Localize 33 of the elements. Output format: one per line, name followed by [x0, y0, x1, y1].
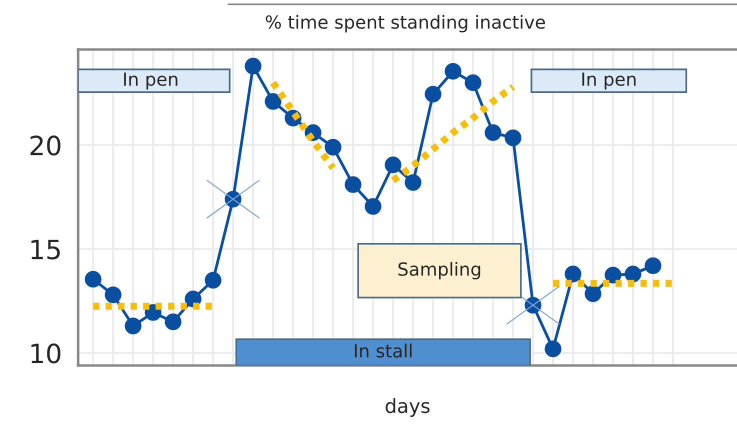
point [484, 124, 502, 141]
y-tick-label: 10 [31, 343, 60, 364]
point [104, 286, 122, 304]
point [384, 156, 402, 174]
point [244, 58, 262, 74]
y-tick-label: 20 [30, 136, 60, 156]
point [264, 93, 282, 110]
point [84, 270, 102, 288]
point [464, 74, 482, 92]
point [204, 272, 222, 289]
point [404, 174, 422, 191]
point [584, 285, 602, 302]
point [604, 266, 622, 284]
y-tick-label: 15 [31, 240, 60, 260]
point [424, 86, 442, 102]
point [504, 129, 522, 146]
annotation: Sampling [398, 262, 480, 280]
point [184, 290, 202, 308]
point [644, 257, 662, 274]
point [344, 176, 362, 193]
point [364, 198, 382, 215]
point [124, 318, 142, 334]
chart-title: % time spent standing inactive [266, 14, 545, 32]
point [324, 138, 342, 156]
point [564, 266, 582, 282]
point [624, 266, 642, 282]
point [544, 340, 562, 358]
annotation: In pen [124, 72, 178, 90]
annotation: In pen [582, 72, 636, 90]
point [444, 62, 462, 80]
point [164, 314, 182, 330]
x-axis-title: days [386, 398, 430, 417]
annotation: In stall [354, 344, 412, 358]
